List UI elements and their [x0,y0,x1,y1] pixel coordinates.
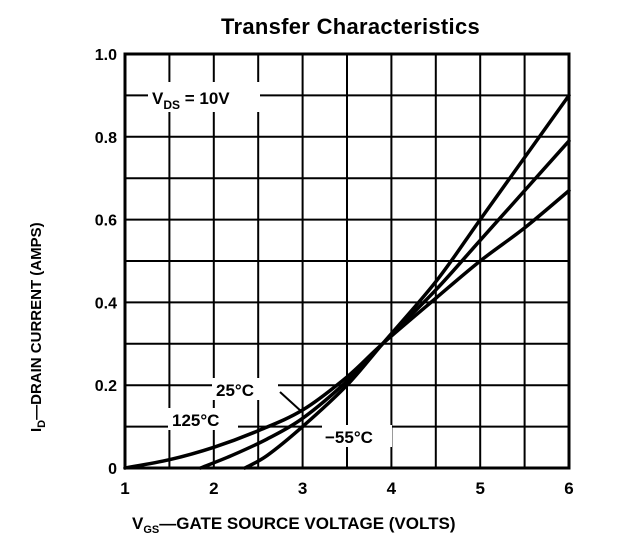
grid [124,53,570,469]
y-tick-label: 0.8 [95,130,117,147]
x-tick-label: 6 [564,479,573,498]
y-tick-label: 0.6 [95,213,117,230]
x-axis-label-rest: —GATE SOURCE VOLTAGE (VOLTS) [159,514,456,533]
y-axis-label-main: I [28,427,45,432]
vds-annotation: VDS = 10V [152,89,230,112]
x-tick-label: 1 [120,479,129,498]
y-axis-label: ID—DRAIN CURRENT (AMPS) [28,222,48,432]
x-tick-label: 2 [209,479,218,498]
label-minus-55c: −55°C [325,428,373,447]
label-125c: 125°C [172,411,219,430]
y-tick-label: 1.0 [95,47,117,64]
label-25c: 25°C [216,381,254,400]
curve-125c [123,188,571,470]
curve-minus-55c [243,93,571,470]
curve-25c [198,139,571,470]
x-axis-label: VGS—GATE SOURCE VOLTAGE (VOLTS) [132,514,456,536]
x-axis-label-subscript: GS [143,524,160,536]
y-tick-label: 0.4 [95,295,117,312]
plot-frame [123,52,571,470]
y-axis-label-rest: —DRAIN CURRENT (AMPS) [28,222,45,420]
x-tick-label: 5 [475,479,484,498]
y-axis-label-subscript: D [36,419,48,428]
y-tick-label: 0 [108,461,117,478]
chart-title: Transfer Characteristics [220,14,481,39]
y-tick-label: 0.2 [95,378,117,395]
x-tick-label: 3 [298,479,307,498]
x-tick-label: 4 [387,479,397,498]
x-axis-label-main: V [132,514,144,533]
